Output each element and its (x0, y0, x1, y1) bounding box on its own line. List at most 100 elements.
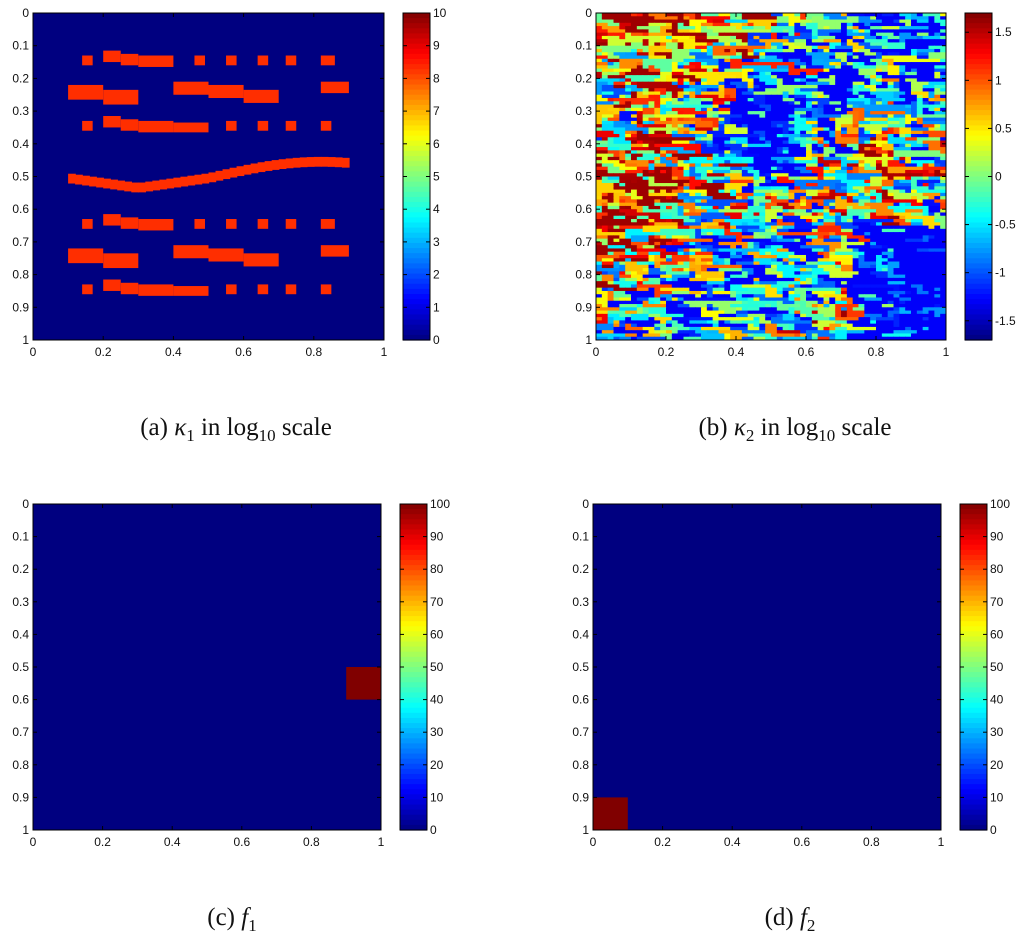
field-cell (887, 245, 894, 249)
field-cell (864, 160, 871, 164)
field-cell (776, 192, 784, 197)
field-cell (642, 248, 649, 253)
field-cell (881, 241, 889, 246)
field-cell (841, 268, 848, 272)
field-cell (782, 26, 789, 30)
field-cell (689, 29, 696, 34)
field-cell (881, 81, 889, 86)
field-cell (625, 52, 632, 57)
field-cell (899, 104, 906, 109)
field-cell (928, 241, 935, 246)
field-cell (765, 104, 772, 109)
field-cell (736, 19, 743, 24)
field-cell (759, 209, 766, 213)
field-cell (940, 52, 947, 57)
field-cell (724, 19, 731, 24)
field-cell (817, 78, 824, 83)
field-cell (806, 192, 813, 197)
field-cell (794, 222, 801, 227)
field-cell (654, 124, 661, 128)
field-cell (864, 232, 871, 236)
inclusion-cell (208, 248, 244, 262)
field-cell (876, 68, 883, 73)
field-cell (922, 147, 929, 151)
inclusion-cell (103, 253, 139, 269)
field-cell (940, 101, 947, 106)
field-cell (911, 35, 918, 40)
field-cell (607, 183, 614, 187)
field-cell (823, 147, 830, 151)
field-cell (636, 19, 644, 24)
field-cell (922, 117, 929, 122)
field-cell (701, 48, 708, 53)
field-cell (841, 127, 848, 132)
inclusion-cell (243, 164, 252, 175)
field-cell (940, 169, 947, 174)
field-cell (753, 225, 760, 230)
field-cell (718, 150, 725, 155)
field-cell (829, 248, 836, 253)
field-cell (876, 22, 883, 27)
field-cell (823, 58, 830, 63)
field-cell (601, 65, 609, 70)
field-cell (876, 222, 883, 227)
field-cell (771, 225, 778, 230)
field-cell (625, 232, 632, 236)
field-cell (846, 88, 854, 92)
field-cell (881, 261, 889, 266)
field-cell (905, 196, 912, 200)
field-cell (596, 78, 603, 83)
field-cell (642, 166, 649, 171)
field-cell (899, 199, 906, 204)
field-cell (759, 150, 766, 155)
field-cell (899, 202, 906, 207)
field-cell (666, 19, 673, 24)
field-cell (806, 215, 813, 220)
field-cell (876, 212, 883, 217)
field-cell (788, 268, 795, 272)
field-cell (911, 39, 918, 43)
field-cell (753, 261, 760, 266)
field-cell (759, 111, 766, 115)
field-cell (870, 94, 877, 99)
field-cell (922, 140, 929, 145)
field-cell (852, 238, 859, 243)
field-cell (776, 215, 784, 220)
field-cell (864, 104, 871, 109)
field-cell (619, 209, 626, 213)
field-cell (829, 55, 836, 60)
field-cell (911, 228, 918, 233)
field-cell (887, 55, 894, 60)
field-cell (724, 111, 731, 115)
field-cell (876, 98, 883, 102)
colorbar-swatch (403, 253, 430, 259)
field-cell (893, 183, 900, 187)
field-cell (922, 78, 929, 83)
field-cell (625, 58, 632, 63)
field-cell (660, 222, 667, 227)
field-cell (940, 238, 947, 243)
field-cell (601, 26, 609, 30)
field-cell (788, 179, 795, 184)
field-cell (806, 13, 813, 17)
field-cell (712, 173, 719, 177)
field-cell (858, 205, 865, 210)
field-cell (654, 98, 661, 102)
field-cell (718, 225, 725, 230)
field-cell (916, 29, 924, 34)
field-cell (893, 26, 900, 30)
field-cell (701, 19, 708, 24)
field-cell (601, 163, 609, 168)
field-cell (741, 62, 749, 66)
field-cell (654, 169, 661, 174)
field-cell (601, 32, 609, 37)
field-cell (601, 271, 609, 276)
field-cell (636, 120, 644, 125)
field-cell (905, 130, 912, 135)
field-cell (806, 98, 813, 102)
field-cell (788, 137, 795, 142)
field-cell (835, 179, 842, 184)
field-cell (747, 13, 754, 17)
field-cell (712, 26, 719, 30)
field-cell (683, 143, 690, 148)
